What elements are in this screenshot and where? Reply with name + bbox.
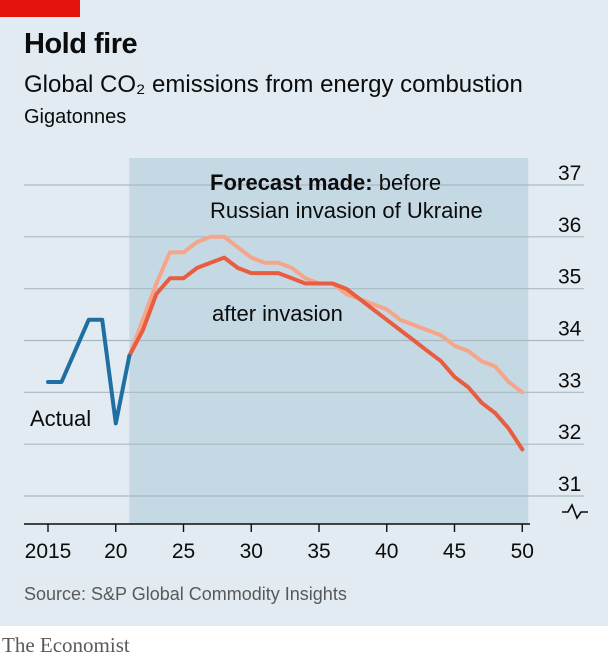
x-tick-label: 20 xyxy=(104,540,127,563)
y-tick-label: 32 xyxy=(558,421,581,444)
annotation-after: after invasion xyxy=(212,301,343,326)
y-tick-label: 34 xyxy=(558,318,582,341)
series-line-0 xyxy=(46,317,132,426)
y-tick-label: 37 xyxy=(558,162,581,185)
source-note: Source: S&P Global Commodity Insights xyxy=(24,584,347,604)
x-tick-label: 25 xyxy=(172,540,195,563)
series-lines xyxy=(46,234,525,452)
x-tick-label: 40 xyxy=(375,540,398,563)
annotation-before-rest: before xyxy=(379,170,441,195)
line-chart: 31 32 33 34 35 36 37 2015 20 25 30 35 40 45 50 Foreca… xyxy=(24,158,588,563)
x-tick-label: 50 xyxy=(511,540,534,563)
x-axis: 2015 20 25 30 35 40 45 50 xyxy=(24,523,534,563)
x-tick-label: 45 xyxy=(443,540,466,563)
chart-unit: Gigatonnes xyxy=(24,106,127,128)
annotation-before-bold: Forecast made: xyxy=(210,170,373,195)
y-tick-label: 31 xyxy=(558,473,581,496)
brand-red-bar xyxy=(0,0,80,17)
chart-title: Hold fire xyxy=(24,28,138,60)
x-tick-label: 35 xyxy=(307,540,330,563)
y-tick-label: 36 xyxy=(558,214,581,237)
brand-logo: The Economist xyxy=(2,633,130,657)
axis-break-icon xyxy=(562,503,588,520)
x-tick-label: 2015 xyxy=(25,540,72,563)
annotation-actual: Actual xyxy=(30,406,91,431)
annotation-before-line1: Forecast made: before xyxy=(210,170,441,195)
y-axis: 31 32 33 34 35 36 37 xyxy=(558,162,588,520)
series-line-2 xyxy=(127,255,525,452)
chart-annotations: Forecast made: before Russian invasion o… xyxy=(30,170,483,431)
x-tick-label: 30 xyxy=(240,540,263,563)
chart-subtitle: Global CO₂ emissions from energy combust… xyxy=(24,71,523,98)
y-tick-label: 35 xyxy=(558,266,581,289)
annotation-before-line2: Russian invasion of Ukraine xyxy=(210,198,483,223)
gridlines xyxy=(24,184,584,497)
y-tick-label: 33 xyxy=(558,369,581,392)
